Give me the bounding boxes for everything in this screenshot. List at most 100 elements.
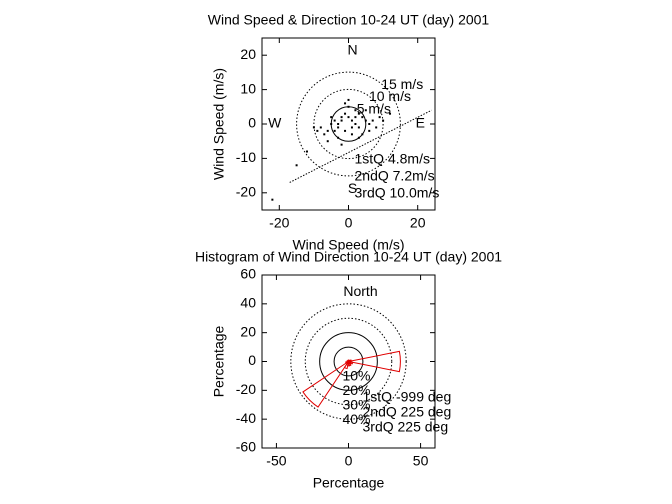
y-axis-label: Wind Speed (m/s) xyxy=(211,68,227,180)
point xyxy=(340,119,343,122)
direction-wedge xyxy=(302,361,349,408)
direction-wedge xyxy=(345,361,349,364)
compass-label: N xyxy=(347,41,357,57)
point xyxy=(364,119,367,122)
point xyxy=(364,109,367,112)
compass-label: E xyxy=(416,115,425,131)
point xyxy=(389,112,392,115)
point xyxy=(357,136,360,139)
ring-label: 20% xyxy=(342,382,370,398)
point xyxy=(340,116,343,119)
x-tick-label: -20 xyxy=(269,215,289,231)
point xyxy=(326,129,329,132)
ring-label: 40% xyxy=(342,411,370,427)
point xyxy=(368,123,371,125)
compass-label: S xyxy=(348,180,357,196)
point xyxy=(350,119,353,122)
y-tick-label: -60 xyxy=(236,439,256,455)
point xyxy=(368,129,371,132)
point xyxy=(361,133,364,136)
point xyxy=(271,198,274,201)
point xyxy=(337,126,340,129)
y-tick-label: -10 xyxy=(236,149,256,165)
quartile-note: 2ndQ 225 deg xyxy=(363,404,452,420)
quartile-note: 3rdQ 10.0m/s xyxy=(355,185,440,201)
point xyxy=(323,133,326,136)
y-tick-label: 40 xyxy=(240,295,256,311)
quartile-note: 1stQ -999 deg xyxy=(363,389,452,405)
ring-label: 15 m/s xyxy=(381,76,423,92)
point xyxy=(337,136,340,139)
point xyxy=(347,105,350,108)
ring xyxy=(319,332,378,391)
point xyxy=(305,150,308,153)
ring xyxy=(296,71,401,177)
y-tick-label: 0 xyxy=(248,115,256,131)
ring xyxy=(290,303,407,420)
ring-label: 10 m/s xyxy=(369,88,411,104)
ring xyxy=(304,317,393,406)
point xyxy=(326,140,329,143)
chart-title: Wind Speed & Direction 10-24 UT (day) 20… xyxy=(208,12,490,28)
point xyxy=(357,126,360,129)
x-tick-label: 0 xyxy=(345,215,353,231)
point xyxy=(354,116,357,119)
point xyxy=(312,126,315,129)
point xyxy=(333,119,336,122)
point xyxy=(316,129,319,132)
x-tick-label: -50 xyxy=(266,453,286,469)
ring-label: 5 m/s xyxy=(357,100,391,116)
quartile-note: 2ndQ 7.2m/s xyxy=(355,168,435,184)
x-tick-label: 20 xyxy=(410,215,426,231)
point xyxy=(354,123,357,125)
x-axis-label: Percentage xyxy=(313,475,385,491)
x-axis-label: Wind Speed (m/s) xyxy=(292,237,404,253)
fit-line xyxy=(289,109,432,183)
y-tick-label: -20 xyxy=(236,184,256,200)
point xyxy=(375,126,378,129)
ring xyxy=(333,346,364,377)
point xyxy=(357,112,360,115)
direction-wedge xyxy=(348,361,354,365)
point xyxy=(361,116,364,119)
point xyxy=(350,133,353,136)
point xyxy=(330,116,333,119)
chart-title: Histogram of Wind Direction 10-24 UT (da… xyxy=(195,249,502,265)
point xyxy=(344,129,347,132)
ring-label: 10% xyxy=(342,368,370,384)
ring-label: 30% xyxy=(342,396,370,412)
north-label: North xyxy=(343,283,377,299)
compass-label: W xyxy=(268,115,282,131)
y-tick-label: 20 xyxy=(240,46,256,62)
point xyxy=(337,123,340,125)
y-tick-label: 10 xyxy=(240,80,256,96)
point xyxy=(295,164,298,167)
point xyxy=(319,126,322,129)
point xyxy=(344,102,347,105)
y-tick-label: 20 xyxy=(240,323,256,339)
point xyxy=(330,123,333,125)
y-tick-label: 0 xyxy=(248,352,256,368)
x-tick-label: 0 xyxy=(345,453,353,469)
ring xyxy=(313,88,384,160)
point xyxy=(350,126,353,129)
point xyxy=(371,119,374,122)
point xyxy=(347,98,350,101)
y-tick-label: 60 xyxy=(240,266,256,282)
y-tick-label: -20 xyxy=(236,381,256,397)
quartile-note: 1stQ 4.8m/s xyxy=(355,151,430,167)
y-axis-label: Percentage xyxy=(211,325,227,397)
point xyxy=(382,119,385,122)
point xyxy=(354,109,357,112)
point xyxy=(340,143,343,146)
point xyxy=(378,116,381,119)
direction-wedge xyxy=(348,350,401,373)
point xyxy=(344,112,347,115)
direction-wedge xyxy=(346,360,349,362)
x-tick-label: 50 xyxy=(413,453,429,469)
point xyxy=(333,129,336,132)
y-tick-label: -40 xyxy=(236,410,256,426)
point xyxy=(347,116,350,119)
quartile-note: 3rdQ 225 deg xyxy=(363,419,449,435)
